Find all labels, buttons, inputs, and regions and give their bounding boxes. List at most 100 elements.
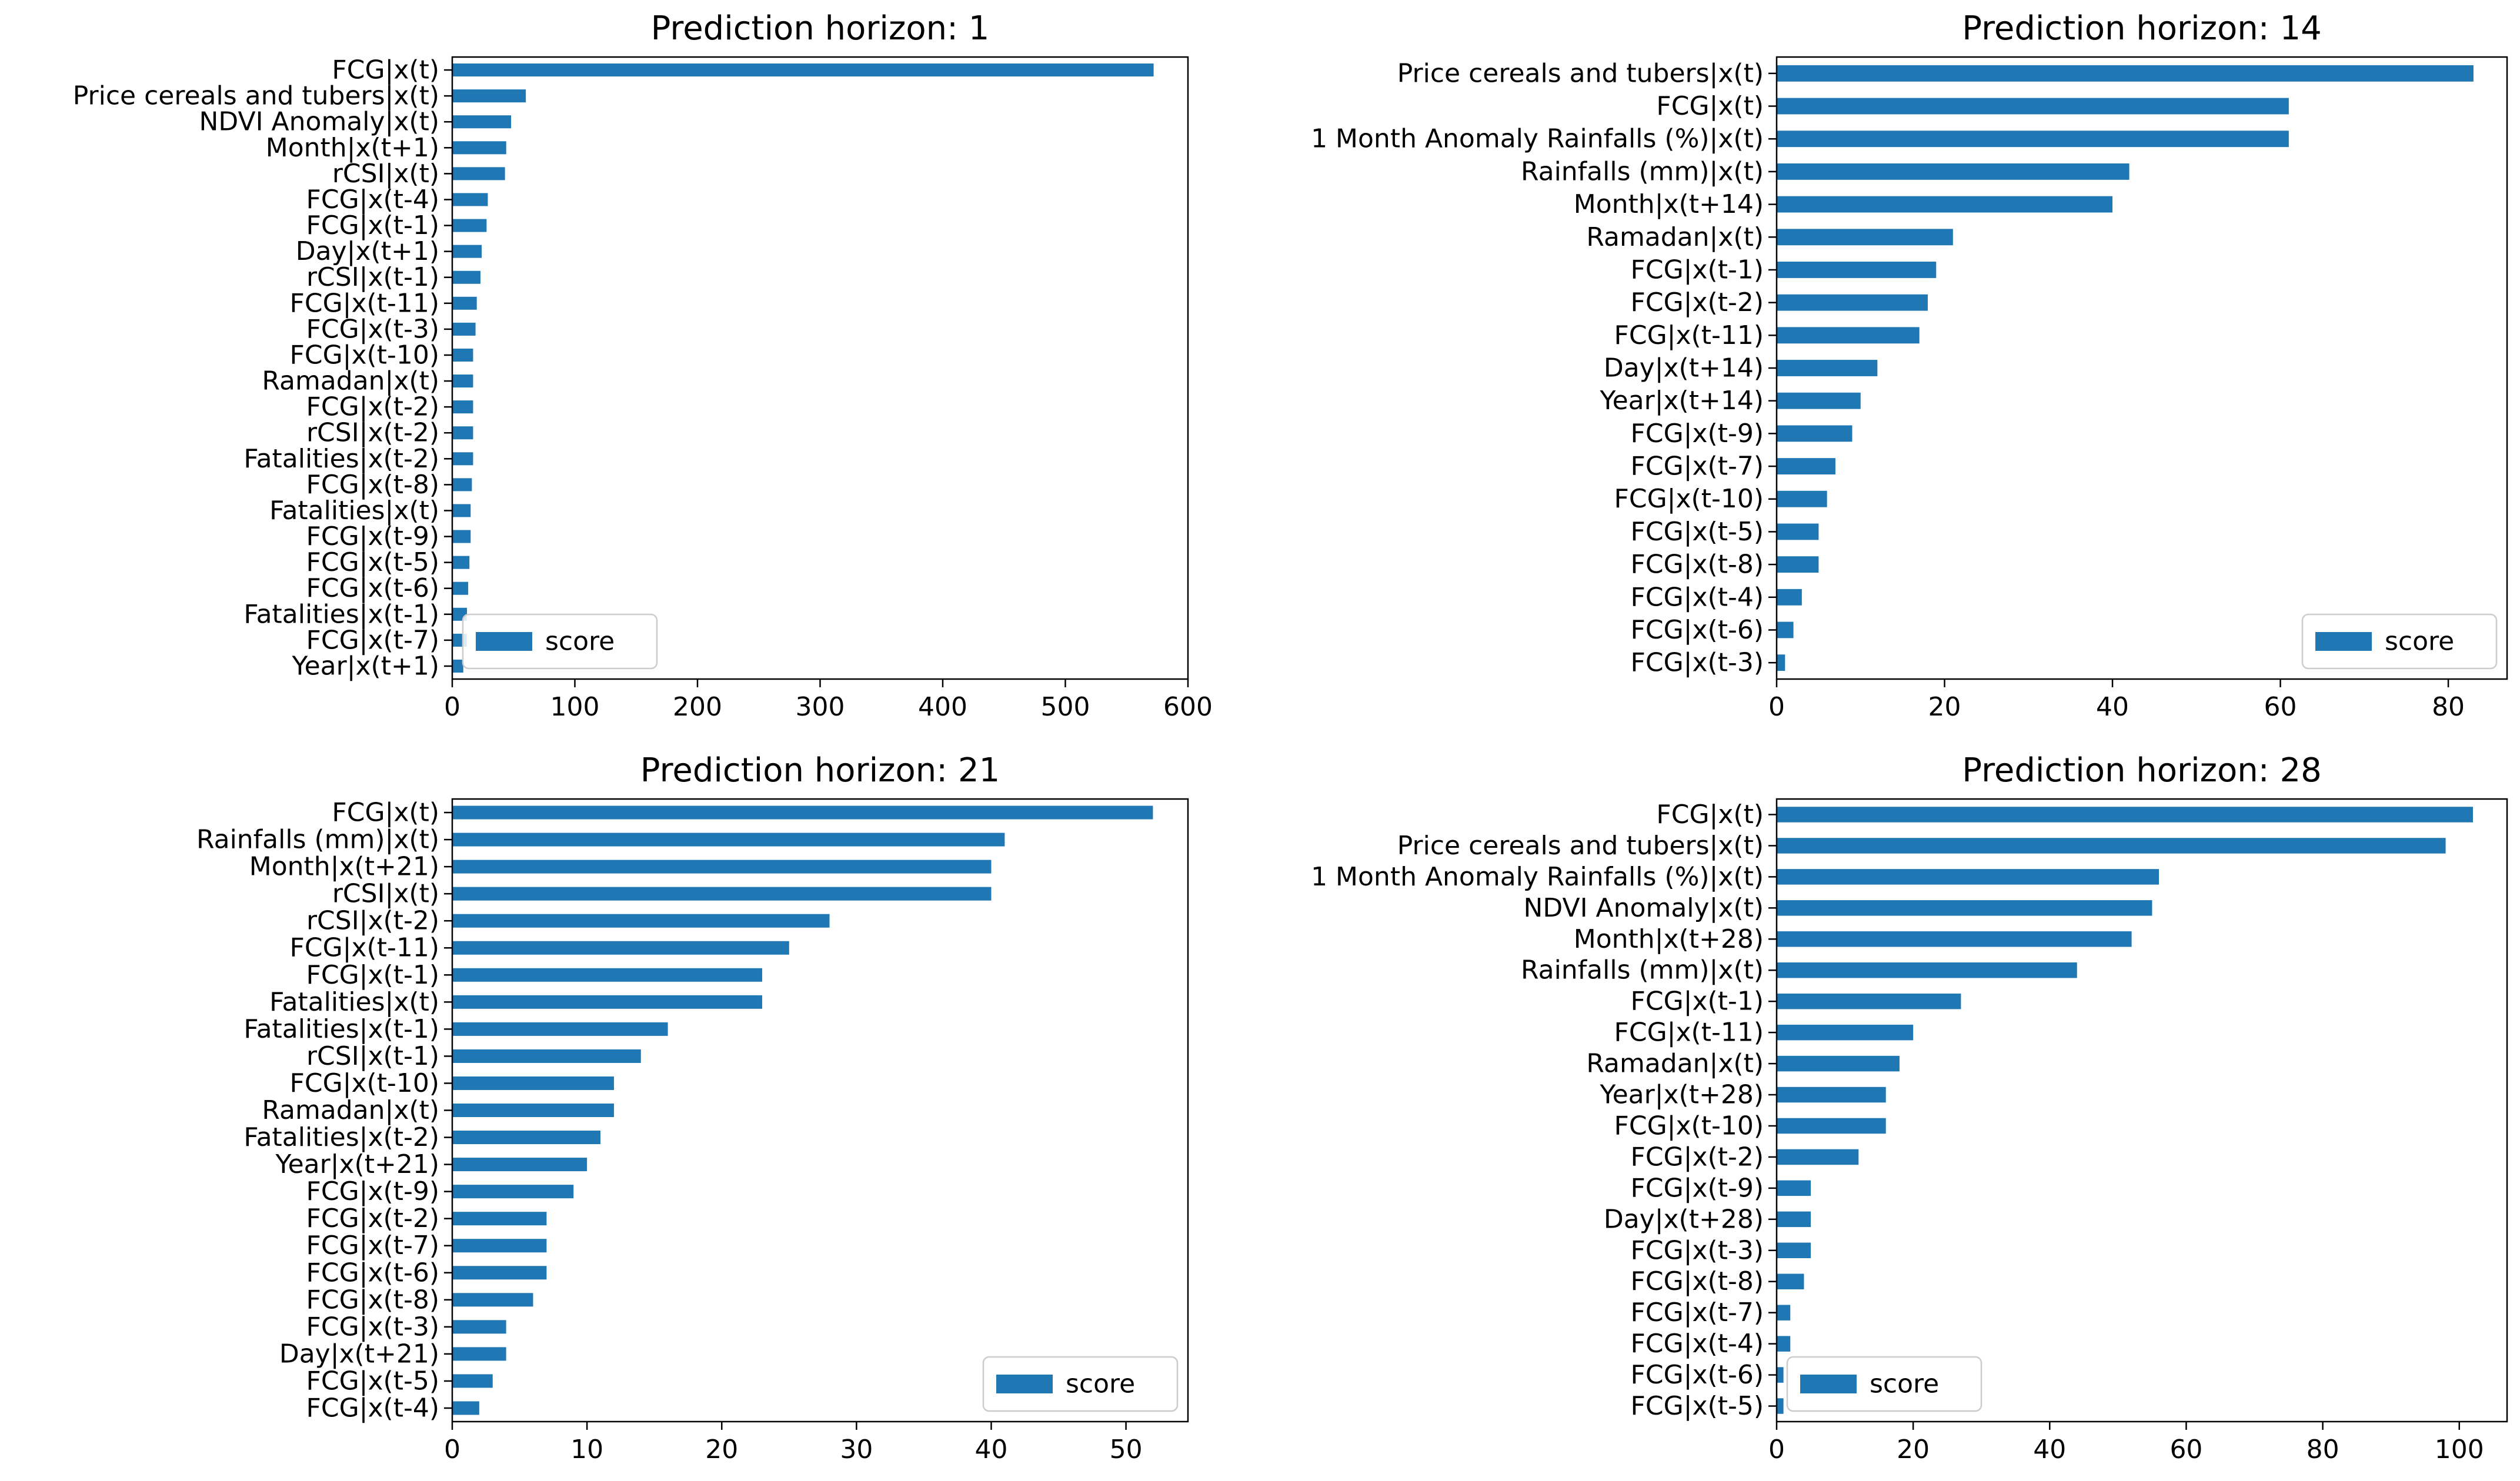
y-tick-label: FCG|x(t-4) <box>306 1393 439 1423</box>
y-tick-label: Rainfalls (mm)|x(t) <box>1521 156 1764 186</box>
bar <box>1777 838 2446 854</box>
bar <box>452 968 762 982</box>
y-tick-label: Fatalities|x(t-2) <box>243 444 439 474</box>
bar <box>1777 1367 1784 1383</box>
y-tick-label: FCG|x(t-3) <box>1631 1235 1764 1265</box>
legend-label: score <box>1870 1369 1939 1399</box>
y-tick-label: FCG|x(t-3) <box>306 1312 439 1342</box>
y-tick-label: rCSI|x(t) <box>332 879 439 909</box>
legend: score <box>1786 1356 1982 1412</box>
y-tick-label: Fatalities|x(t-2) <box>243 1122 439 1152</box>
bar <box>452 426 473 440</box>
y-tick-label: FCG|x(t-1) <box>306 210 439 240</box>
y-tick-label: FCG|x(t-2) <box>306 392 439 422</box>
axes-frame <box>1775 56 2508 680</box>
bar <box>452 1185 574 1199</box>
y-tick-label: Year|x(t+21) <box>275 1149 439 1179</box>
x-tick-label: 40 <box>2033 1435 2066 1465</box>
legend: score <box>462 613 658 670</box>
bar <box>1777 1398 1784 1414</box>
bar <box>452 270 480 284</box>
x-tick-label: 60 <box>2264 692 2297 722</box>
y-tick-label: rCSI|x(t) <box>332 159 439 189</box>
y-tick-label: Month|x(t+28) <box>1574 924 1764 954</box>
y-tick-label: FCG|x(t-9) <box>306 1176 439 1206</box>
bar <box>1777 1336 1791 1352</box>
y-tick-label: FCG|x(t-3) <box>1631 648 1764 678</box>
bar <box>452 63 1154 77</box>
y-tick-label: FCG|x(t-6) <box>306 1258 439 1288</box>
bar <box>1777 1211 1811 1228</box>
bar <box>1777 869 2159 885</box>
bar <box>452 348 473 362</box>
bar <box>1777 294 1928 311</box>
bar <box>452 245 482 258</box>
bar <box>452 1049 641 1063</box>
y-tick-label: FCG|x(t-5) <box>306 547 439 577</box>
bar <box>452 1022 668 1036</box>
y-tick-label: Price cereals and tubers|x(t) <box>73 81 439 111</box>
legend-box <box>2301 613 2498 670</box>
y-tick-label: FCG|x(t-10) <box>1614 1111 1764 1141</box>
y-tick-label: FCG|x(t-7) <box>306 1231 439 1261</box>
bar <box>1777 993 1961 1009</box>
y-tick-label: FCG|x(t-10) <box>1614 484 1764 514</box>
y-tick-label: FCG|x(t-5) <box>1631 517 1764 547</box>
bar <box>452 860 992 874</box>
axes-frame <box>451 56 1189 680</box>
bar <box>452 833 1005 847</box>
y-tick-label: Ramadan|x(t) <box>1586 1049 1764 1079</box>
y-tick-label: Day|x(t+21) <box>279 1339 439 1369</box>
y-tick-label: FCG|x(t-7) <box>1631 1298 1764 1328</box>
bar <box>452 1401 479 1415</box>
bar <box>1777 1055 1900 1072</box>
bar <box>452 452 473 466</box>
y-tick-label: Price cereals and tubers|x(t) <box>1397 831 1764 861</box>
y-tick-label: Rainfalls (mm)|x(t) <box>196 825 439 855</box>
y-tick-label: FCG|x(t-2) <box>306 1203 439 1233</box>
bar <box>1777 621 1794 638</box>
legend-label: score <box>1066 1369 1135 1399</box>
chart-panel-1: Prediction horizon: 1 FCG|x(t)Price cerea… <box>73 9 1213 722</box>
y-tick-label: Fatalities|x(t) <box>269 496 439 526</box>
y-tick-label: Ramadan|x(t) <box>262 1095 439 1125</box>
x-tick-label: 20 <box>705 1435 738 1465</box>
x-tick-label: 0 <box>444 692 460 722</box>
y-tick-label: FCG|x(t-1) <box>1631 255 1764 285</box>
bar <box>1777 1118 1886 1134</box>
bar <box>452 1293 533 1307</box>
y-tick-label: FCG|x(t-5) <box>1631 1391 1764 1421</box>
chart-title: Prediction horizon: 1 <box>651 9 990 48</box>
legend: score <box>982 1356 1179 1412</box>
legend-box <box>1786 1356 1982 1412</box>
y-tick-label: Year|x(t+14) <box>1600 386 1764 416</box>
bar <box>452 1266 547 1280</box>
bar <box>1777 1149 1859 1165</box>
y-tick-label: FCG|x(t-11) <box>290 288 439 318</box>
bar <box>1777 163 2130 180</box>
y-tick-label: FCG|x(t-6) <box>306 573 439 603</box>
bar <box>452 995 762 1009</box>
y-tick-label: FCG|x(t) <box>1656 800 1764 830</box>
bar <box>452 530 471 543</box>
chart-title: Prediction horizon: 21 <box>640 751 1000 790</box>
bar <box>1777 1305 1791 1320</box>
bar <box>452 1374 493 1388</box>
bar <box>452 1212 547 1226</box>
legend: score <box>2301 613 2498 670</box>
y-tick-label: NDVI Anomaly|x(t) <box>199 107 439 137</box>
y-tick-label: Ramadan|x(t) <box>1586 222 1764 252</box>
y-tick-label: FCG|x(t-8) <box>306 1285 439 1315</box>
y-tick-label: Price cereals and tubers|x(t) <box>1397 58 1764 88</box>
y-tick-label: Month|x(t+1) <box>266 133 439 163</box>
y-tick-label: FCG|x(t-5) <box>306 1366 439 1396</box>
y-tick-label: Day|x(t+28) <box>1604 1204 1764 1234</box>
bar <box>452 219 487 232</box>
bar <box>452 941 789 955</box>
x-tick-label: 10 <box>570 1435 603 1465</box>
legend-swatch <box>996 1375 1053 1393</box>
y-tick-label: 1 Month Anomaly Rainfalls (%)|x(t) <box>1311 124 1764 154</box>
y-tick-label: Day|x(t+1) <box>296 236 439 266</box>
x-tick-label: 30 <box>840 1435 873 1465</box>
y-tick-label: FCG|x(t-8) <box>1631 550 1764 580</box>
